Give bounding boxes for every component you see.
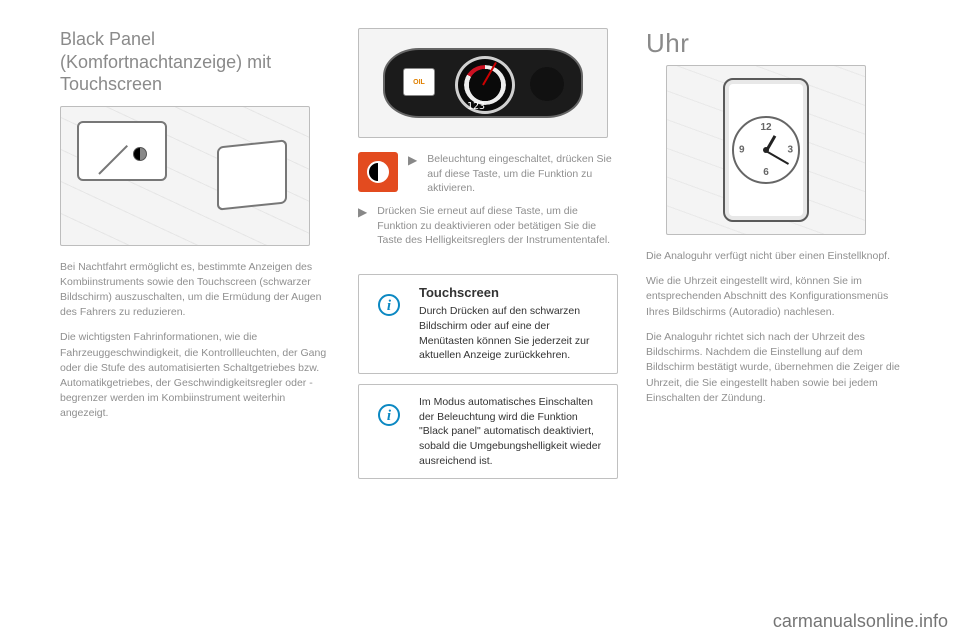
speed-readout: 123 — [467, 101, 485, 112]
info-icon: i — [378, 404, 400, 426]
activation-row: ▶ Beleuchtung eingeschaltet, drücken Sie… — [358, 152, 618, 196]
clock-illustration: 12 3 6 9 — [666, 65, 866, 235]
clock-6: 6 — [763, 167, 769, 178]
intro-paragraph-2: Die wichtigsten Fahrinformationen, wie d… — [60, 330, 330, 421]
info-content-1: Touchscreen Durch Drücken auf den schwar… — [419, 285, 605, 363]
instrument-cluster-illustration: OIL 123 — [358, 28, 608, 138]
bullet-arrow-1: ▶ — [408, 152, 417, 167]
auto-light-info-box: i Im Modus automatisches Einschalten der… — [358, 384, 618, 479]
half-circle-icon — [367, 161, 389, 183]
warning-text: OIL — [413, 79, 425, 86]
bullet-arrow-2: ▶ — [358, 204, 367, 219]
clock-12: 12 — [760, 122, 771, 133]
dashboard-illustration — [60, 106, 310, 246]
spacer — [358, 256, 618, 274]
warning-lamp: OIL — [403, 68, 435, 96]
gauge-box — [77, 121, 167, 181]
column-middle: OIL 123 ▶ Beleuchtung eingeschaltet, drü… — [358, 28, 618, 489]
clock-para-2: Wie die Uhrzeit eingestellt wird, können… — [646, 274, 906, 320]
intro-paragraph-1: Bei Nachtfahrt ermöglicht es, bestimmte … — [60, 260, 330, 321]
watermark: carmanualsonline.info — [773, 611, 948, 632]
minute-hand — [766, 150, 790, 165]
clock-9: 9 — [739, 145, 745, 156]
touchscreen-body: Durch Drücken auf den schwarzen Bildschi… — [419, 304, 605, 363]
deactivation-text: Drücken Sie erneut auf diese Taste, um d… — [377, 204, 618, 248]
right-segment — [527, 64, 567, 104]
black-panel-heading: Black Panel (Komfortnachtanzeige) mit To… — [60, 28, 330, 96]
info-icon: i — [378, 294, 400, 316]
black-panel-symbol — [133, 147, 147, 161]
clock-3: 3 — [787, 145, 793, 156]
clock-para-1: Die Analoguhr verfügt nicht über einen E… — [646, 249, 906, 264]
deactivation-row: ▶ Drücken Sie erneut auf diese Taste, um… — [358, 204, 618, 248]
clock-para-3: Die Analoguhr richtet sich nach der Uhrz… — [646, 330, 906, 406]
black-panel-button-icon — [358, 152, 398, 192]
touchscreen-info-box: i Touchscreen Durch Drücken auf den schw… — [358, 274, 618, 374]
gauge-needle — [98, 145, 128, 175]
center-console — [217, 139, 287, 210]
clock-face: 12 3 6 9 — [732, 116, 800, 184]
page: Black Panel (Komfortnachtanzeige) mit To… — [0, 0, 960, 509]
uhr-heading: Uhr — [646, 28, 906, 59]
activation-text: Beleuchtung eingeschaltet, drücken Sie a… — [427, 152, 618, 196]
info-icon-box-1: i — [369, 285, 409, 325]
column-left: Black Panel (Komfortnachtanzeige) mit To… — [60, 28, 330, 489]
auto-light-body: Im Modus automatisches Einschalten der B… — [419, 395, 605, 468]
clock-pin — [763, 147, 769, 153]
touchscreen-title: Touchscreen — [419, 285, 605, 300]
cluster: OIL 123 — [383, 48, 583, 118]
column-right: Uhr 12 3 6 9 Die Analoguhr verfügt nicht… — [646, 28, 906, 489]
info-icon-box-2: i — [369, 395, 409, 435]
analog-clock: 12 3 6 9 — [723, 78, 809, 222]
